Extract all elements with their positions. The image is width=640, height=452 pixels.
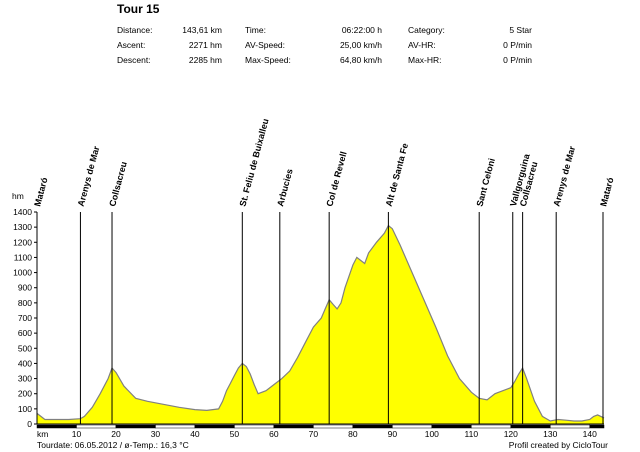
- x-tick-label: 60: [269, 429, 279, 439]
- waypoint-label: St. Feliu de Buixalleu: [238, 117, 271, 207]
- av-speed-value: 25,00 km/h: [339, 40, 382, 50]
- x-tick-label: 10: [72, 429, 82, 439]
- x-scale-band: [471, 424, 512, 429]
- tour-date-footer: Tourdate: 06.05.2012 / ø-Temp.: 16,3 °C: [37, 440, 189, 450]
- x-tick-label: 90: [388, 429, 398, 439]
- x-scale-band: [510, 424, 551, 429]
- max-speed-label: Max-Speed:: [245, 55, 291, 65]
- waypoint-label: Arbucies: [275, 168, 295, 208]
- av-speed-label: AV-Speed:: [245, 40, 286, 50]
- y-tick-label: 900: [18, 283, 32, 293]
- max-speed-value: 64,80 km/h: [339, 55, 382, 65]
- elevation-line: [36, 224, 605, 422]
- x-tick-label: 80: [348, 429, 358, 439]
- x-tick-label: 30: [151, 429, 161, 439]
- distance-label: Distance:: [117, 25, 153, 35]
- max-hr-label: Max-HR:: [408, 55, 442, 65]
- y-tick-label: 1300: [13, 222, 32, 232]
- y-tick-label: 400: [18, 358, 32, 368]
- waypoint-label: Mataró: [598, 176, 615, 208]
- x-tick-label: 50: [230, 429, 240, 439]
- waypoint-label: Col de Revell: [324, 150, 348, 207]
- waypoint-label: Arenys de Mar: [551, 145, 577, 208]
- x-tick-label: 110: [465, 429, 479, 439]
- y-tick-label: 0: [27, 419, 32, 429]
- x-scale-band: [392, 424, 433, 429]
- x-tick-label: 20: [111, 429, 121, 439]
- x-axis-label: km: [37, 429, 48, 439]
- x-tick-label: 40: [190, 429, 200, 439]
- ascent-value: 2271 hm: [188, 40, 222, 50]
- x-scale-band: [115, 424, 156, 429]
- waypoint-label: Alt de Santa Fe: [384, 142, 410, 207]
- x-scale-band: [431, 424, 472, 429]
- waypoint-label: Arenys de Mar: [76, 145, 102, 208]
- y-tick-label: 600: [18, 328, 32, 338]
- y-axis-label: hm: [12, 191, 24, 201]
- waypoint-label: Mataró: [32, 176, 49, 208]
- x-scale-band: [313, 424, 354, 429]
- category-value: 5 Star: [509, 25, 532, 35]
- x-scale-band: [273, 424, 314, 429]
- time-label: Time:: [245, 25, 266, 35]
- y-tick-label: 500: [18, 343, 32, 353]
- y-tick-label: 1200: [13, 237, 32, 247]
- x-tick-label: 130: [543, 429, 557, 439]
- ascent-label: Ascent:: [117, 40, 146, 50]
- x-tick-label: 120: [504, 429, 518, 439]
- x-tick-label: 100: [425, 429, 439, 439]
- av-hr-value: 0 P/min: [503, 40, 532, 50]
- x-tick-label: 140: [583, 429, 597, 439]
- x-scale-band: [194, 424, 235, 429]
- x-tick-label: 70: [309, 429, 319, 439]
- x-scale-band: [155, 424, 196, 429]
- descent-value: 2285 hm: [188, 55, 222, 65]
- waypoint-label: Sant Celoni: [474, 157, 496, 207]
- x-scale-band: [550, 424, 590, 429]
- tour-title: Tour 15: [117, 2, 160, 16]
- y-tick-label: 1100: [14, 252, 33, 262]
- x-scale-band: [36, 424, 77, 429]
- y-tick-label: 300: [18, 374, 32, 384]
- y-tick-label: 800: [18, 298, 32, 308]
- x-scale-band: [352, 424, 393, 429]
- category-label: Category:: [408, 25, 445, 35]
- y-tick-label: 200: [18, 389, 32, 399]
- av-hr-label: AV-HR:: [408, 40, 436, 50]
- x-scale-band: [76, 424, 117, 429]
- max-hr-value: 0 P/min: [503, 55, 532, 65]
- x-scale-band: [234, 424, 275, 429]
- waypoint-label: Collsacreu: [107, 160, 129, 207]
- time-value: 06:22:00 h: [341, 25, 382, 35]
- distance-value: 143,61 km: [182, 25, 222, 35]
- credit-footer: Profil created by CicloTour: [508, 440, 608, 450]
- y-tick-label: 1400: [13, 207, 32, 217]
- y-tick-label: 100: [18, 404, 32, 414]
- elevation-area: [37, 225, 604, 424]
- y-tick-label: 700: [18, 313, 32, 323]
- x-scale-band: [589, 424, 605, 429]
- descent-label: Descent:: [117, 55, 151, 65]
- y-tick-label: 1000: [13, 268, 32, 278]
